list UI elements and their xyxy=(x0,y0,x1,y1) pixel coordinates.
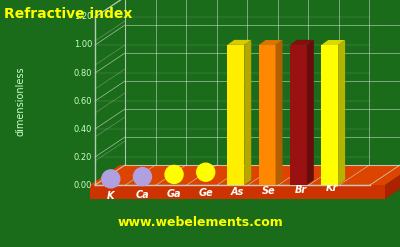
Polygon shape xyxy=(307,40,314,185)
Text: Kr: Kr xyxy=(326,184,338,193)
Polygon shape xyxy=(338,40,345,185)
Polygon shape xyxy=(90,165,400,185)
Text: 0.40: 0.40 xyxy=(74,124,92,133)
Polygon shape xyxy=(259,45,276,185)
Circle shape xyxy=(134,168,152,186)
Polygon shape xyxy=(244,40,251,185)
Text: 1.20: 1.20 xyxy=(74,13,92,21)
Polygon shape xyxy=(321,45,338,185)
Polygon shape xyxy=(385,165,400,199)
Text: www.webelements.com: www.webelements.com xyxy=(117,216,283,229)
Circle shape xyxy=(102,170,120,188)
Circle shape xyxy=(165,165,183,184)
Polygon shape xyxy=(290,40,314,45)
Text: 0.20: 0.20 xyxy=(74,152,92,162)
Text: 0.00: 0.00 xyxy=(74,181,92,189)
Text: Se: Se xyxy=(262,186,276,196)
Text: 0.60: 0.60 xyxy=(74,97,92,105)
Polygon shape xyxy=(259,40,282,45)
Text: As: As xyxy=(231,187,244,197)
Polygon shape xyxy=(227,45,244,185)
Polygon shape xyxy=(276,40,282,185)
Polygon shape xyxy=(290,45,307,185)
Text: Ge: Ge xyxy=(198,188,213,198)
Polygon shape xyxy=(227,40,251,45)
Polygon shape xyxy=(90,185,385,199)
Text: Ga: Ga xyxy=(167,189,181,199)
Text: Br: Br xyxy=(294,185,307,195)
Text: Ca: Ca xyxy=(136,190,149,200)
Text: Refractive index: Refractive index xyxy=(4,7,132,21)
Text: dimensionless: dimensionless xyxy=(15,66,25,136)
Text: 1.00: 1.00 xyxy=(74,41,92,49)
Text: 0.80: 0.80 xyxy=(74,68,92,78)
Circle shape xyxy=(197,163,215,181)
Polygon shape xyxy=(321,40,345,45)
Text: K: K xyxy=(107,191,114,201)
